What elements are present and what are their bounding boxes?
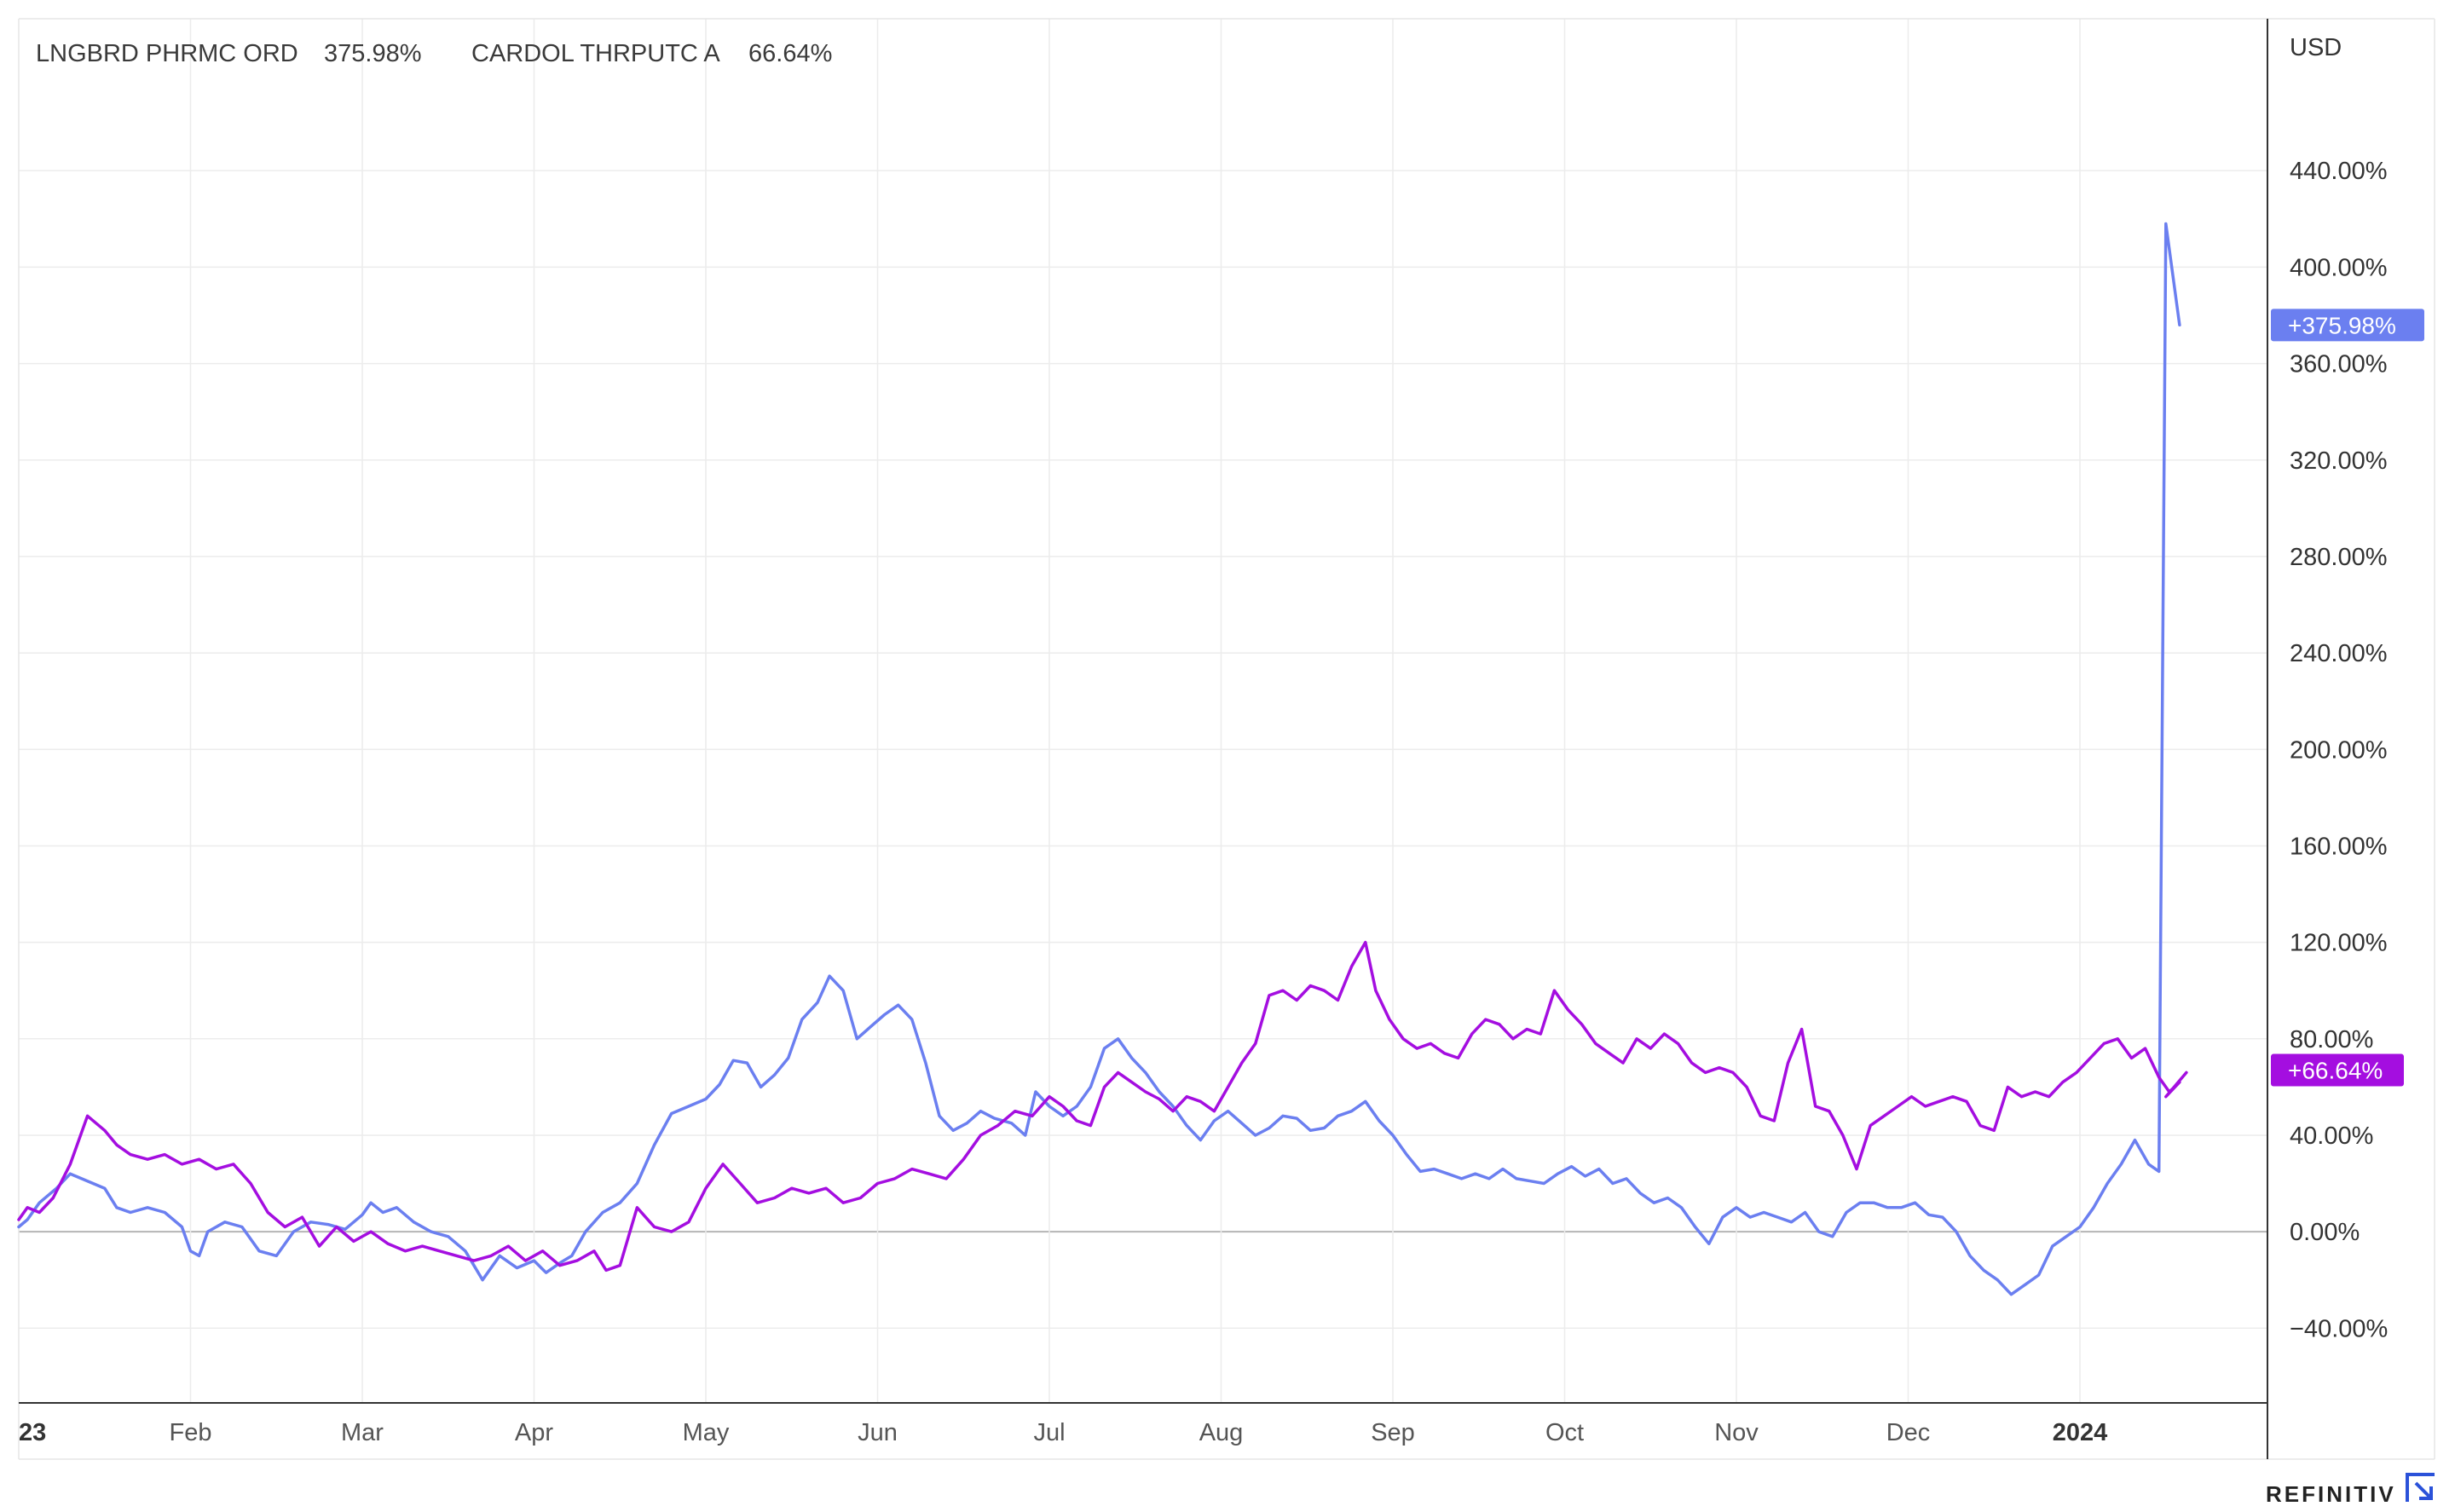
y-tick-label: 280.00%: [2290, 544, 2388, 571]
brand-name: REFINITIV: [2266, 1481, 2396, 1507]
y-tick-label: 80.00%: [2290, 1026, 2373, 1053]
y-tick-label: 320.00%: [2290, 447, 2388, 475]
x-axis-tick-labels: 23 Feb Mar Apr May Jun Jul Aug Sep Oct Nov Dec 2024: [19, 1419, 2107, 1446]
legend-series-value: 375.98%: [324, 40, 422, 67]
series-lines: [17, 222, 2188, 1296]
x-tick-label: Oct: [1545, 1419, 1584, 1446]
x-tick-label: Jul: [1033, 1419, 1065, 1446]
x-tick-label: 23: [19, 1419, 46, 1446]
refinitiv-logo-icon: [2406, 1473, 2435, 1502]
y-tick-label: 440.00%: [2290, 158, 2388, 185]
legend-series-name: LNGBRD PHRMC ORD: [36, 40, 298, 67]
x-tick-label: Jun: [858, 1419, 898, 1446]
series-line-0: [17, 222, 2181, 1296]
last-value-badges: +375.98% +66.64%: [2271, 309, 2424, 1087]
last-value-badge-label: +66.64%: [2288, 1058, 2383, 1084]
y-tick-label: 200.00%: [2290, 736, 2388, 764]
x-tick-label: Dec: [1886, 1419, 1931, 1446]
last-value-badge: [2271, 309, 2424, 342]
refinitiv-logo: REFINITIV: [2266, 1473, 2435, 1507]
x-tick-label: 2024: [2053, 1419, 2108, 1446]
legend: LNGBRD PHRMC ORD 375.98% CARDOL THRPUTC …: [36, 40, 832, 67]
x-tick-label: Apr: [515, 1419, 553, 1446]
last-value-badge-label: +375.98%: [2288, 312, 2396, 338]
y-tick-label: −40.00%: [2290, 1315, 2388, 1342]
y-tick-label: 40.00%: [2290, 1122, 2373, 1150]
y-tick-label: 400.00%: [2290, 254, 2388, 281]
y-tick-label: 0.00%: [2290, 1219, 2360, 1246]
x-tick-label: Mar: [341, 1419, 384, 1446]
legend-series-value: 66.64%: [748, 40, 832, 67]
y-axis-tick-labels: 440.00% 400.00% 360.00% 320.00% 280.00% 240.0…: [2290, 158, 2388, 1342]
y-tick-label: 360.00%: [2290, 351, 2388, 378]
y-tick-label: 240.00%: [2290, 640, 2388, 667]
y-tick-label: 160.00%: [2290, 833, 2388, 860]
x-tick-label: Feb: [170, 1419, 212, 1446]
series-line-1: [17, 940, 2188, 1273]
x-tick-label: Aug: [1199, 1419, 1244, 1446]
last-value-badge: [2271, 1053, 2404, 1087]
x-tick-label: Sep: [1371, 1419, 1415, 1446]
legend-series-name: CARDOL THRPUTC A: [471, 40, 720, 67]
y-tick-label: 120.00%: [2290, 930, 2388, 957]
x-tick-label: Nov: [1714, 1419, 1759, 1446]
x-tick-label: May: [683, 1419, 730, 1446]
grid-lines: [19, 19, 2267, 1403]
y-axis-unit-label: USD: [2290, 34, 2342, 61]
